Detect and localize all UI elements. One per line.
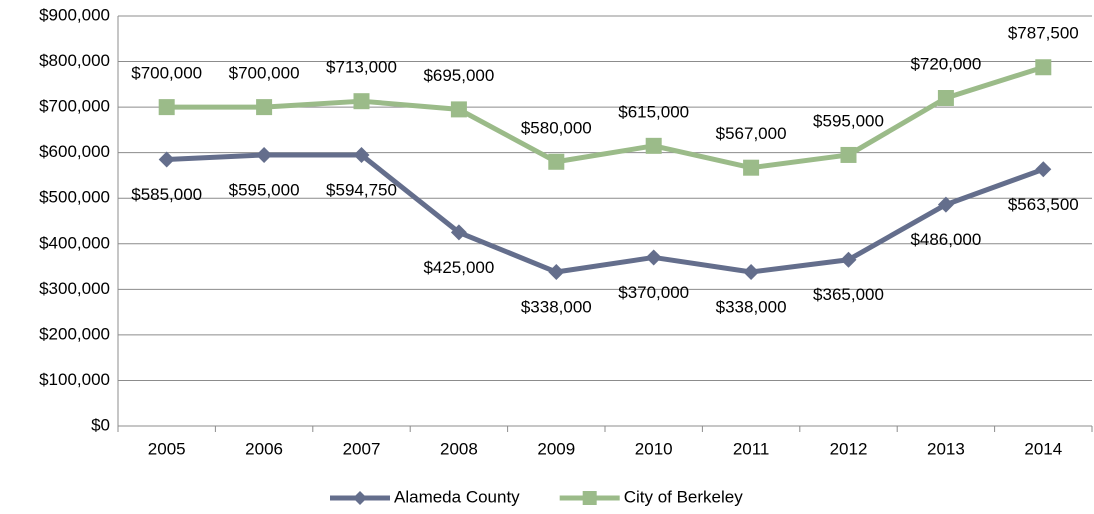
data-label: $567,000	[716, 124, 787, 143]
x-tick-label: 2005	[148, 439, 186, 458]
x-tick-label: 2013	[927, 439, 965, 458]
series-line	[166, 152, 1045, 275]
x-tick-label: 2008	[440, 439, 478, 458]
marker	[840, 251, 857, 268]
marker	[158, 99, 175, 116]
x-tick-label: 2009	[537, 439, 575, 458]
data-label: $486,000	[910, 230, 981, 249]
x-tick-label: 2007	[343, 439, 381, 458]
y-tick-label: $200,000	[39, 324, 110, 343]
data-label: $700,000	[131, 64, 202, 83]
y-tick-label: $700,000	[39, 97, 110, 116]
marker	[743, 264, 760, 281]
data-label: $595,000	[813, 111, 884, 130]
y-tick-label: $800,000	[39, 51, 110, 70]
marker	[450, 101, 467, 118]
marker	[353, 147, 370, 164]
data-label: $338,000	[716, 298, 787, 317]
marker	[645, 249, 662, 266]
data-label: $370,000	[618, 283, 689, 302]
y-tick-label: $0	[91, 415, 110, 434]
marker	[450, 224, 467, 241]
marker	[743, 159, 760, 176]
data-label: $585,000	[131, 185, 202, 204]
marker	[1035, 59, 1052, 76]
marker	[937, 90, 954, 106]
data-label: $595,000	[229, 180, 300, 199]
data-label: $365,000	[813, 285, 884, 304]
marker	[645, 137, 662, 154]
data-label: $695,000	[423, 66, 494, 85]
marker	[158, 151, 175, 168]
marker	[548, 153, 565, 170]
y-tick-label: $400,000	[39, 233, 110, 252]
x-tick-label: 2006	[245, 439, 283, 458]
legend-label: City of Berkeley	[624, 487, 744, 506]
marker	[256, 99, 273, 116]
data-label: $425,000	[423, 258, 494, 277]
data-label: $700,000	[229, 64, 300, 83]
y-tick-label: $600,000	[39, 142, 110, 161]
x-tick-label: 2011	[733, 439, 770, 458]
marker	[256, 146, 273, 163]
marker	[353, 93, 370, 110]
data-label: $787,500	[1008, 24, 1079, 43]
series-line	[166, 64, 1045, 171]
x-tick-label: 2012	[830, 439, 868, 458]
data-label: $615,000	[618, 102, 689, 121]
y-tick-label: $100,000	[39, 370, 110, 389]
data-label: $720,000	[910, 54, 981, 73]
legend-marker	[582, 491, 597, 505]
data-label: $338,000	[521, 298, 592, 317]
x-tick-label: 2014	[1024, 439, 1062, 458]
data-label: $580,000	[521, 118, 592, 137]
marker	[1035, 161, 1052, 178]
legend-marker	[353, 491, 367, 505]
y-tick-label: $500,000	[39, 188, 110, 207]
x-tick-label: 2010	[635, 439, 673, 458]
marker	[840, 146, 857, 163]
marker	[548, 264, 565, 281]
y-tick-label: $900,000	[39, 5, 110, 24]
y-tick-label: $300,000	[39, 279, 110, 298]
data-label: $713,000	[326, 58, 397, 77]
legend-label: Alameda County	[394, 487, 520, 506]
data-label: $563,500	[1008, 195, 1079, 214]
data-label: $594,750	[326, 181, 397, 200]
marker	[937, 196, 954, 213]
